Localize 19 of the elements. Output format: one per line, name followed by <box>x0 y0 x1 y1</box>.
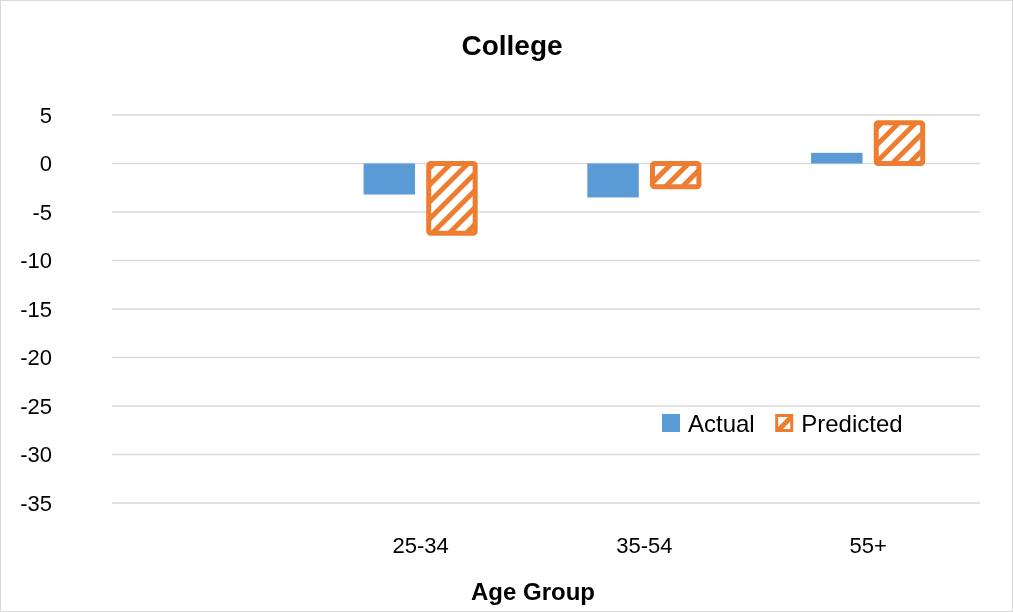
x-axis-title: Age Group <box>471 578 595 605</box>
y-tick-label: -30 <box>20 442 52 468</box>
y-tick-label: -35 <box>20 490 52 516</box>
y-tick-label: 5 <box>39 102 52 128</box>
legend-label: Predicted <box>801 410 903 438</box>
bar <box>363 163 416 195</box>
x-tick-label: 55+ <box>849 532 887 558</box>
legend-label: Actual <box>688 410 755 438</box>
y-tick-label: -5 <box>32 199 52 225</box>
bar <box>587 163 639 198</box>
y-tick-label: -20 <box>20 345 52 371</box>
bar <box>811 152 863 164</box>
y-tick-label: -25 <box>20 393 52 419</box>
y-tick-label: -10 <box>20 248 52 274</box>
x-tick-label: 25-34 <box>392 532 449 558</box>
y-tick-label: -15 <box>20 296 52 322</box>
y-tick-label: 0 <box>39 151 52 177</box>
x-tick-label: 35-54 <box>616 532 673 558</box>
chart-title: College <box>461 30 563 61</box>
